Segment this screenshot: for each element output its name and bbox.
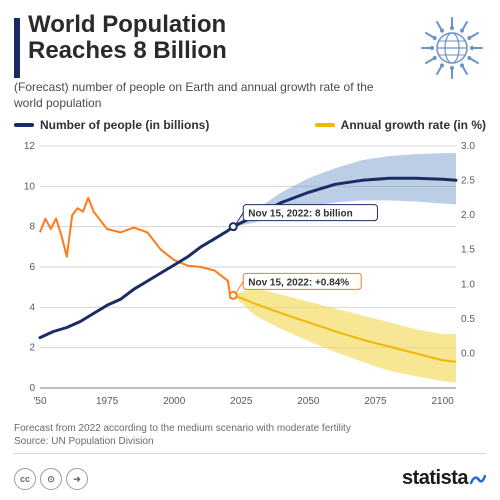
cc-license-icon: cc <box>14 468 36 490</box>
globe-people-icon <box>418 14 486 82</box>
svg-text:2000: 2000 <box>163 396 186 407</box>
license-badges: cc ⊙ ➜ <box>14 468 88 490</box>
footer: cc ⊙ ➜ statista <box>14 453 486 490</box>
svg-text:6: 6 <box>29 262 35 273</box>
brand-name: statista <box>402 467 468 490</box>
svg-text:4: 4 <box>29 302 35 313</box>
brand-wave-icon <box>470 473 486 485</box>
title-line-1: World Population <box>28 11 226 38</box>
svg-text:2050: 2050 <box>297 396 320 407</box>
legend-item-population: Number of people (in billions) <box>14 118 209 132</box>
svg-text:1975: 1975 <box>96 396 119 407</box>
svg-text:12: 12 <box>24 141 36 152</box>
cc-share-icon: ➜ <box>66 468 88 490</box>
svg-text:0: 0 <box>29 383 35 394</box>
page-title: World Population Reaches 8 Billion <box>28 12 227 65</box>
svg-text:8: 8 <box>29 222 35 233</box>
legend-item-growth: Annual growth rate (in %) <box>315 118 486 132</box>
footnote: Forecast from 2022 according to the medi… <box>14 422 351 448</box>
footnote-line-1: Forecast from 2022 according to the medi… <box>14 423 351 434</box>
svg-text:3.0: 3.0 <box>461 141 475 152</box>
svg-text:0.0: 0.0 <box>461 348 475 359</box>
svg-text:2: 2 <box>29 343 35 354</box>
chart: 0 2 4 6 8 10 12 0.0 0.5 1.0 1.5 2.0 2.5 3.0 '50 1975 200… <box>10 136 490 416</box>
svg-text:'50: '50 <box>33 396 46 407</box>
svg-text:1.5: 1.5 <box>461 245 475 256</box>
svg-text:Nov 15, 2022: 8 billion: Nov 15, 2022: 8 billion <box>248 209 353 220</box>
svg-text:0.5: 0.5 <box>461 314 475 325</box>
cc-by-icon: ⊙ <box>40 468 62 490</box>
footnote-line-2: Source: UN Population Division <box>14 436 154 447</box>
legend-label-growth: Annual growth rate (in %) <box>341 118 486 132</box>
legend-label-population: Number of people (in billions) <box>40 118 209 132</box>
svg-text:2075: 2075 <box>364 396 387 407</box>
title-accent-bar <box>14 18 20 78</box>
svg-text:2100: 2100 <box>431 396 454 407</box>
legend-swatch-population <box>14 123 34 127</box>
svg-text:Nov 15, 2022: +0.84%: Nov 15, 2022: +0.84% <box>248 277 349 288</box>
svg-text:2.5: 2.5 <box>461 176 475 187</box>
svg-text:2025: 2025 <box>230 396 253 407</box>
svg-text:1.0: 1.0 <box>461 279 475 290</box>
legend-swatch-growth <box>315 123 335 127</box>
svg-text:10: 10 <box>24 181 36 192</box>
title-line-2: Reaches 8 Billion <box>28 37 227 64</box>
legend: Number of people (in billions) Annual gr… <box>14 118 486 132</box>
svg-text:2.0: 2.0 <box>461 210 475 221</box>
brand-logo: statista <box>402 467 486 490</box>
page-subtitle: (Forecast) number of people on Earth and… <box>14 80 374 111</box>
